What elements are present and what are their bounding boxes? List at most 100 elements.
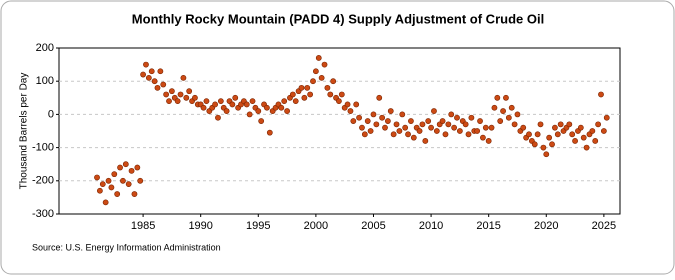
data-point [232, 94, 239, 101]
data-point [569, 131, 576, 138]
data-point [217, 98, 224, 105]
data-point [503, 94, 509, 101]
data-point [310, 78, 316, 85]
data-point [537, 121, 544, 128]
data-point [148, 68, 155, 75]
data-point [266, 129, 273, 136]
data-point [108, 184, 115, 191]
data-point [315, 55, 322, 61]
data-point [350, 118, 357, 124]
y-axis-label: Thousand Barrels per Day [19, 73, 30, 190]
data-point [367, 128, 374, 134]
data-point [258, 118, 265, 124]
data-point [543, 151, 550, 158]
data-point [583, 144, 590, 151]
data-point [405, 131, 411, 138]
data-point [546, 134, 553, 141]
data-point [281, 98, 288, 105]
data-point [445, 121, 452, 128]
data-point [600, 128, 607, 134]
data-point [212, 101, 218, 108]
x-tick-label: 2010 [419, 220, 443, 232]
data-point [117, 164, 123, 171]
x-tick-label: 1995 [246, 220, 270, 232]
data-point [192, 94, 198, 101]
data-point [246, 111, 253, 118]
data-point [485, 138, 492, 144]
x-tick-label: 2020 [534, 220, 558, 232]
data-point [480, 134, 486, 141]
data-point [580, 134, 587, 141]
data-point [408, 118, 414, 124]
data-point [572, 138, 578, 144]
data-point [137, 177, 144, 184]
data-point [491, 104, 498, 111]
data-point [603, 114, 610, 121]
data-point [154, 84, 161, 91]
data-point [396, 128, 403, 134]
data-point [145, 74, 152, 81]
data-point [589, 128, 596, 134]
data-point [359, 124, 365, 131]
x-tick-label: 2000 [304, 220, 328, 232]
data-point [264, 104, 270, 111]
data-point [465, 131, 472, 138]
data-point [474, 128, 481, 134]
data-point [482, 124, 489, 131]
data-point [497, 118, 504, 124]
data-point [416, 128, 423, 134]
data-point [338, 91, 345, 98]
data-point [566, 121, 573, 128]
data-point [157, 68, 164, 75]
data-point [431, 108, 437, 114]
data-point [592, 138, 599, 144]
data-point [160, 81, 167, 88]
data-point [215, 114, 221, 121]
data-point [292, 98, 299, 105]
data-point [304, 84, 311, 91]
data-point [373, 121, 380, 128]
data-point [393, 121, 400, 128]
data-point [140, 71, 146, 78]
data-point [131, 191, 138, 197]
data-point [477, 118, 483, 124]
x-tick-label: 1990 [188, 220, 212, 232]
data-point [526, 131, 532, 138]
data-point [336, 98, 342, 105]
chart-title: Monthly Rocky Mountain (PADD 4) Supply A… [132, 11, 544, 26]
data-point [494, 94, 501, 101]
source: Source: U.S. Energy Information Administ… [32, 242, 221, 252]
data-point [177, 91, 184, 98]
x-tick-label: 1985 [131, 220, 155, 232]
data-point [94, 174, 100, 181]
data-point [174, 98, 181, 105]
data-point [531, 141, 538, 148]
data-point [376, 94, 383, 101]
data-point [577, 124, 584, 131]
data-point [534, 131, 541, 138]
data-point [356, 114, 362, 121]
data-point [318, 74, 325, 81]
data-point [379, 114, 386, 121]
data-point [598, 91, 604, 98]
data-point [327, 91, 334, 98]
y-tick-label: -300 [32, 208, 54, 220]
data-point [312, 68, 319, 75]
data-point [402, 124, 409, 131]
data-point [128, 167, 135, 174]
data-point [410, 134, 417, 141]
data-point [229, 101, 236, 108]
data-point [439, 118, 446, 124]
data-point [462, 121, 469, 128]
y-tick-label: 200 [36, 42, 54, 54]
data-point [284, 108, 290, 114]
data-point [278, 104, 285, 111]
data-point [442, 131, 449, 138]
data-point [114, 191, 121, 197]
data-point [99, 181, 106, 188]
data-point [399, 111, 406, 118]
plot-area [58, 47, 621, 215]
data-point [390, 131, 397, 138]
data-point [289, 91, 296, 98]
